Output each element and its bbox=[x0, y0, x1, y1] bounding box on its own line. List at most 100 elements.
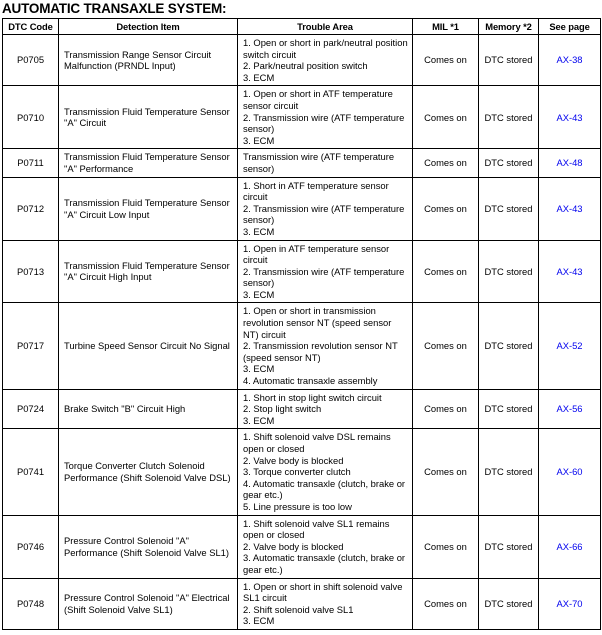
trouble-area-cell: Transmission wire (ATF temperature senso… bbox=[237, 148, 413, 178]
see-page-link[interactable]: AX-52 bbox=[556, 340, 583, 352]
trouble-area-cell: 1. Open or short in park/neutral positio… bbox=[237, 33, 413, 87]
mil-cell: Comes on bbox=[412, 85, 479, 150]
see-page-link[interactable]: AX-60 bbox=[556, 466, 583, 478]
see-page-link[interactable]: AX-66 bbox=[556, 540, 583, 552]
trouble-area-line: 3. Automatic transaxle (clutch, brake or… bbox=[243, 552, 406, 575]
dtc-code-cell: P0710 bbox=[2, 85, 59, 150]
trouble-area-line: 2. Park/neutral position switch bbox=[243, 60, 368, 72]
see-page-link[interactable]: AX-48 bbox=[556, 157, 583, 169]
trouble-area-line: 1. Open or short in ATF temperature sens… bbox=[243, 88, 393, 111]
table-header-row: DTC Code Detection Item Trouble Area MIL… bbox=[2, 18, 601, 35]
trouble-area-line: 1. Shift solenoid valve DSL remains open… bbox=[243, 431, 391, 454]
trouble-area-cell: 1. Shift solenoid valve SL1 remains open… bbox=[237, 514, 413, 579]
column-header-see-page: See page bbox=[538, 18, 601, 35]
trouble-area-line: 2. Stop light switch bbox=[243, 403, 322, 415]
see-page-cell: AX-38 bbox=[538, 33, 601, 87]
detection-item-cell: Transmission Range Sensor Circuit Malfun… bbox=[58, 33, 238, 87]
trouble-area-cell: 1. Open or short in transmission revolut… bbox=[237, 302, 413, 390]
trouble-area-line: 1. Short in ATF temperature sensor circu… bbox=[243, 179, 389, 203]
trouble-area-line: 2. Valve body is blocked bbox=[243, 454, 344, 466]
column-header-mil: MIL *1 bbox=[412, 18, 479, 35]
memory-cell: DTC stored bbox=[478, 239, 539, 304]
see-page-cell: AX-52 bbox=[538, 302, 601, 390]
trouble-area-line: 2. Transmission wire (ATF temperature se… bbox=[243, 202, 405, 226]
detection-item-cell: Pressure Control Solenoid "A" Performanc… bbox=[58, 514, 238, 579]
table-row: P0711 Transmission Fluid Temperature Sens… bbox=[2, 148, 601, 178]
see-page-link[interactable]: AX-43 bbox=[556, 111, 583, 123]
see-page-link[interactable]: AX-38 bbox=[556, 54, 583, 66]
table-row: P0746 Pressure Control Solenoid "A" Perfo… bbox=[2, 514, 601, 579]
column-header-memory: Memory *2 bbox=[478, 18, 539, 35]
see-page-cell: AX-60 bbox=[538, 428, 601, 516]
see-page-cell: AX-70 bbox=[538, 577, 601, 630]
table-row: P0741 Torque Converter Clutch Solenoid Pe… bbox=[2, 428, 601, 516]
table-row: P0748 Pressure Control Solenoid "A" Elect… bbox=[2, 577, 601, 630]
trouble-area-cell: 1. Open or short in ATF temperature sens… bbox=[237, 85, 413, 150]
memory-cell: DTC stored bbox=[478, 388, 539, 430]
see-page-cell: AX-48 bbox=[538, 148, 601, 178]
see-page-link[interactable]: AX-43 bbox=[556, 202, 583, 214]
memory-cell: DTC stored bbox=[478, 302, 539, 390]
trouble-area-line: 1. Shift solenoid valve SL1 remains open… bbox=[243, 517, 390, 541]
memory-cell: DTC stored bbox=[478, 176, 539, 241]
detection-item-cell: Transmission Fluid Temperature Sensor "A… bbox=[58, 148, 238, 178]
dtc-code-cell: P0712 bbox=[2, 176, 59, 241]
see-page-cell: AX-43 bbox=[538, 85, 601, 150]
dtc-code-cell: P0748 bbox=[2, 577, 59, 630]
memory-cell: DTC stored bbox=[478, 514, 539, 579]
see-page-cell: AX-56 bbox=[538, 388, 601, 430]
mil-cell: Comes on bbox=[412, 302, 479, 390]
trouble-area-cell: 1. Short in ATF temperature sensor circu… bbox=[237, 176, 413, 241]
trouble-area-line: 3. Torque converter clutch bbox=[243, 466, 351, 478]
trouble-area-line: Transmission wire (ATF temperature senso… bbox=[243, 151, 395, 174]
trouble-area-line: 2. Transmission wire (ATF temperature se… bbox=[243, 265, 405, 289]
detection-item-cell: Turbine Speed Sensor Circuit No Signal bbox=[58, 302, 238, 390]
column-header-detection-item: Detection Item bbox=[58, 18, 238, 35]
memory-cell: DTC stored bbox=[478, 85, 539, 150]
detection-item-cell: Transmission Fluid Temperature Sensor "A… bbox=[58, 85, 238, 150]
trouble-area-line: 4. Automatic transaxle assembly bbox=[243, 375, 378, 387]
trouble-area-line: 2. Transmission wire (ATF temperature se… bbox=[243, 111, 405, 135]
table-row: P0710 Transmission Fluid Temperature Sens… bbox=[2, 85, 601, 150]
trouble-area-line: 1. Open in ATF temperature sensor circui… bbox=[243, 242, 390, 266]
mil-cell: Comes on bbox=[412, 176, 479, 241]
detection-item-cell: Transmission Fluid Temperature Sensor "A… bbox=[58, 176, 238, 241]
dtc-table: DTC Code Detection Item Trouble Area MIL… bbox=[2, 18, 601, 630]
trouble-area-line: 3. ECM bbox=[243, 615, 275, 627]
table-row: P0717 Turbine Speed Sensor Circuit No Sig… bbox=[2, 302, 601, 390]
detection-item-cell: Pressure Control Solenoid "A" Electrical… bbox=[58, 577, 238, 630]
see-page-cell: AX-66 bbox=[538, 514, 601, 579]
table-row: P0713 Transmission Fluid Temperature Sens… bbox=[2, 239, 601, 304]
trouble-area-line: 3. ECM bbox=[243, 225, 275, 237]
trouble-area-cell: 1. Open or short in shift solenoid valve… bbox=[237, 577, 413, 630]
trouble-area-cell: 1. Short in stop light switch circuit 2. … bbox=[237, 388, 413, 430]
trouble-area-line: 3. ECM bbox=[243, 414, 275, 426]
dtc-code-cell: P0724 bbox=[2, 388, 59, 430]
table-row: P0712 Transmission Fluid Temperature Sens… bbox=[2, 176, 601, 241]
table-body: P0705 Transmission Range Sensor Circuit M… bbox=[2, 33, 601, 630]
trouble-area-line: 2. Valve body is blocked bbox=[243, 540, 344, 552]
mil-cell: Comes on bbox=[412, 33, 479, 87]
table-row: P0724 Brake Switch "B" Circuit High 1. Sho… bbox=[2, 388, 601, 430]
page-title: AUTOMATIC TRANSAXLE SYSTEM: bbox=[2, 1, 227, 16]
trouble-area-line: 3. ECM bbox=[243, 288, 275, 300]
see-page-link[interactable]: AX-43 bbox=[556, 265, 583, 277]
see-page-link[interactable]: AX-70 bbox=[556, 597, 583, 609]
mil-cell: Comes on bbox=[412, 148, 479, 178]
see-page-cell: AX-43 bbox=[538, 239, 601, 304]
trouble-area-line: 3. ECM bbox=[243, 71, 275, 83]
see-page-cell: AX-43 bbox=[538, 176, 601, 241]
detection-item-cell: Brake Switch "B" Circuit High bbox=[58, 388, 238, 430]
column-header-trouble-area: Trouble Area bbox=[237, 18, 413, 35]
trouble-area-line: 1. Open or short in shift solenoid valve… bbox=[243, 580, 403, 604]
mil-cell: Comes on bbox=[412, 428, 479, 516]
dtc-code-cell: P0741 bbox=[2, 428, 59, 516]
dtc-code-cell: P0717 bbox=[2, 302, 59, 390]
memory-cell: DTC stored bbox=[478, 428, 539, 516]
memory-cell: DTC stored bbox=[478, 577, 539, 630]
trouble-area-line: 1. Open or short in park/neutral positio… bbox=[243, 37, 408, 60]
detection-item-cell: Transmission Fluid Temperature Sensor "A… bbox=[58, 239, 238, 304]
mil-cell: Comes on bbox=[412, 388, 479, 430]
see-page-link[interactable]: AX-56 bbox=[556, 403, 583, 415]
